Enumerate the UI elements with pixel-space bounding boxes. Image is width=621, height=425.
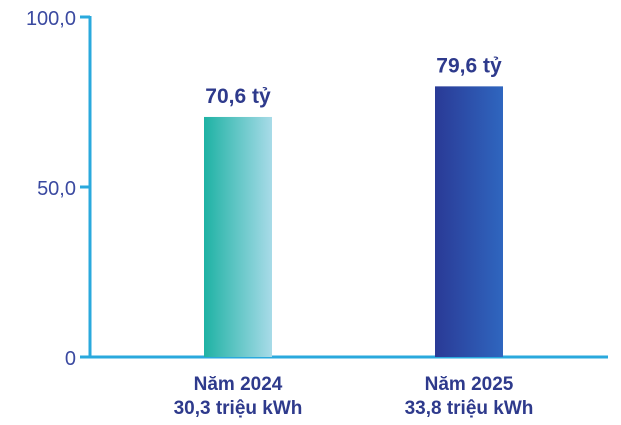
data-label-2025: 79,6 tỷ bbox=[436, 54, 502, 77]
category-label-2025: Năm 2025 bbox=[425, 374, 514, 395]
y-tick-label-zero: 0 bbox=[65, 348, 76, 370]
category-label-2024: Năm 2024 bbox=[194, 374, 283, 395]
data-label-2024: 70,6 tỷ bbox=[205, 85, 271, 108]
category-sublabel-2024: 30,3 triệu kWh bbox=[174, 398, 303, 419]
bar-2024 bbox=[204, 116, 272, 358]
bar-2025 bbox=[435, 86, 503, 358]
y-tick-label-mid: 50,0 bbox=[37, 178, 76, 200]
y-tick-label-top: 100,0 bbox=[26, 8, 76, 30]
category-sublabel-2025: 33,8 triệu kWh bbox=[405, 398, 534, 419]
